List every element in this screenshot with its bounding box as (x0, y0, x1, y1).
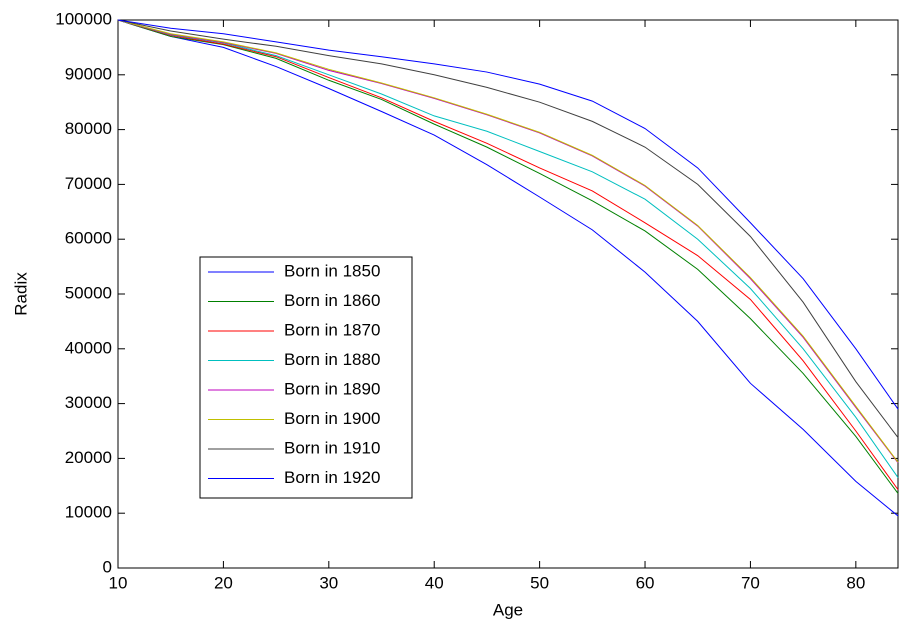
legend-label: Born in 1900 (284, 409, 380, 428)
legend-label: Born in 1870 (284, 320, 380, 339)
series-line (117, 19, 899, 494)
series-line (117, 19, 899, 410)
x-axis-label: Age (493, 600, 523, 619)
x-tick-label: 30 (319, 573, 338, 592)
x-tick-label: 10 (109, 573, 128, 592)
y-tick-label: 60000 (65, 229, 112, 248)
series-line (117, 19, 899, 517)
legend-label: Born in 1920 (284, 468, 380, 487)
y-tick-label: 20000 (65, 448, 112, 467)
x-tick-label: 50 (530, 573, 549, 592)
x-tick-label: 60 (636, 573, 655, 592)
series-line (117, 19, 899, 438)
y-tick-label: 10000 (65, 503, 112, 522)
x-tick-label: 80 (846, 573, 865, 592)
x-tick-label: 20 (214, 573, 233, 592)
legend-label: Born in 1880 (284, 350, 380, 369)
legend-label: Born in 1860 (284, 291, 380, 310)
y-tick-label: 70000 (65, 174, 112, 193)
x-tick-label: 70 (741, 573, 760, 592)
y-tick-label: 0 (103, 557, 112, 576)
series-line (117, 19, 899, 463)
y-tick-label: 90000 (65, 64, 112, 83)
legend-label: Born in 1850 (284, 261, 380, 280)
y-tick-label: 80000 (65, 119, 112, 138)
legend-label: Born in 1890 (284, 379, 380, 398)
y-tick-label: 50000 (65, 283, 112, 302)
legend-label: Born in 1910 (284, 438, 380, 457)
y-tick-label: 100000 (55, 9, 112, 28)
x-tick-label: 40 (425, 573, 444, 592)
series-line (117, 19, 899, 464)
series-line (117, 19, 899, 478)
series-line (117, 19, 899, 490)
legend-box (199, 256, 413, 499)
y-axis-label: Radix (11, 272, 30, 316)
y-tick-label: 30000 (65, 393, 112, 412)
y-tick-label: 40000 (65, 338, 112, 357)
